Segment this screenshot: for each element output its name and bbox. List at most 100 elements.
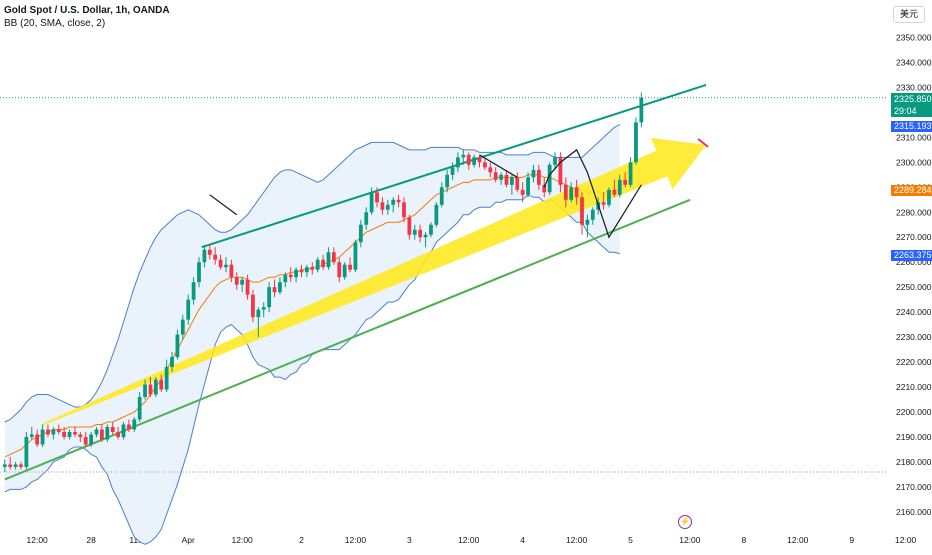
candle [261, 302, 266, 318]
candle-body [234, 277, 239, 285]
candle-body [40, 429, 45, 445]
candle-body [8, 464, 13, 467]
candle [267, 282, 272, 313]
candle-body [89, 434, 93, 445]
candle-body [504, 174, 509, 185]
y-tick-label: 2280.000 [896, 207, 932, 217]
indicator-legend[interactable]: BB (20, SMA, close, 2) [4, 18, 106, 29]
candle-body [337, 262, 342, 278]
y-tick-label: 2330.000 [896, 82, 932, 92]
candle-body [105, 427, 110, 440]
candle-body [569, 187, 574, 200]
candle [310, 262, 315, 275]
candle [396, 194, 401, 208]
candle [456, 152, 460, 173]
candle-body [148, 384, 153, 395]
candle [202, 244, 207, 268]
y-tick-label: 2340.000 [896, 57, 932, 67]
candle [326, 247, 331, 270]
candle-body [526, 177, 530, 195]
candle [304, 264, 309, 278]
candle [78, 431, 83, 442]
candle-body [434, 204, 439, 225]
bb-fill [4, 124, 620, 545]
candle-body [110, 427, 115, 432]
candle [563, 177, 568, 208]
candle [493, 167, 498, 183]
candle [153, 377, 158, 398]
candle-body [132, 419, 137, 430]
y-tick-label: 2310.000 [896, 132, 932, 142]
last-price-value: 2325.850 [894, 94, 932, 104]
candle [240, 277, 245, 293]
candle-body [402, 202, 406, 218]
currency-button[interactable]: 美元 [893, 6, 925, 23]
candle [83, 431, 88, 447]
candle [29, 427, 34, 440]
candle [558, 152, 563, 193]
candle-body [126, 424, 131, 430]
symbol-title[interactable]: Gold Spot / U.S. Dollar, 1h, OANDA [4, 5, 170, 16]
candle-body [240, 279, 245, 285]
candle [526, 172, 530, 198]
candle-body [78, 434, 83, 437]
candle [348, 257, 352, 273]
candle [126, 419, 131, 432]
bb-upper-tag: 2315.193 [891, 121, 932, 132]
candle-body [477, 157, 482, 163]
bb-upper-line [4, 123, 621, 423]
x-tick-label: 12:00 [787, 535, 809, 545]
candle-body [180, 319, 185, 335]
candle-body [617, 179, 622, 195]
candle [278, 277, 282, 295]
candle [342, 262, 347, 280]
candle-body [439, 187, 444, 205]
candle-body [450, 167, 455, 175]
candle [483, 157, 487, 170]
candle [283, 272, 288, 288]
candle-body [186, 299, 191, 320]
candle-body [348, 264, 352, 270]
candle-body [423, 234, 428, 238]
candle [423, 232, 428, 248]
candle-body [342, 264, 347, 278]
candle-body [267, 287, 272, 308]
y-tick-label: 2200.000 [896, 407, 932, 417]
candle-body [51, 429, 56, 435]
candle [62, 427, 67, 440]
price-scale-bg [886, 0, 932, 550]
candle [186, 294, 191, 325]
candle-body [590, 209, 595, 220]
candle-body [46, 429, 50, 435]
candle-body [483, 162, 487, 168]
lightning-icon[interactable]: ⚡ [678, 515, 692, 529]
candle [418, 224, 423, 243]
candle [245, 274, 250, 300]
candle [234, 272, 239, 290]
candle-body [256, 309, 261, 318]
candle [634, 117, 638, 165]
y-tick-label: 2160.000 [896, 507, 932, 517]
trend-arrow [42, 137, 707, 426]
candle-body [304, 267, 309, 273]
candle-body [429, 224, 433, 235]
candle-body [213, 254, 218, 260]
candle-body [580, 197, 584, 225]
candle-body [218, 259, 223, 268]
candle-body [515, 177, 520, 190]
candle [509, 174, 514, 195]
y-tick-label: 2220.000 [896, 357, 932, 367]
candle [73, 427, 77, 437]
candle [429, 222, 433, 238]
candle-body [364, 212, 369, 225]
candle-body [2, 464, 7, 467]
candle [207, 244, 212, 260]
candle-body [542, 184, 547, 193]
candle [35, 429, 40, 447]
trend-arrow-tip [697, 138, 709, 148]
candle-body [509, 177, 514, 185]
candle-body [143, 384, 147, 398]
candle [580, 192, 584, 235]
